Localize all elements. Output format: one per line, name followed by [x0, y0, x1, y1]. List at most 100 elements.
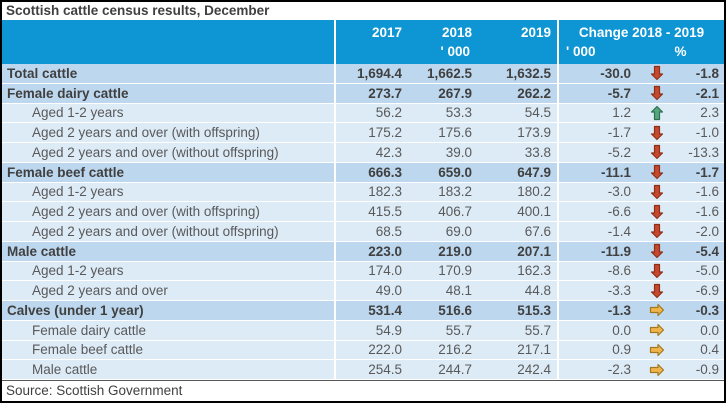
- value-2018: 516.6: [438, 302, 472, 318]
- change-percent: -2.0: [695, 223, 719, 239]
- right-arrow-icon: [637, 322, 677, 338]
- change-percent: -2.1: [695, 85, 719, 101]
- row-label: Male cattle: [2, 241, 336, 261]
- value-2017: 56.2: [375, 105, 402, 121]
- header-col-2019: 2019: [478, 20, 557, 64]
- header-change-title: Change 2018 - 2019: [578, 25, 705, 40]
- header-change-unit: ' 000: [566, 44, 596, 59]
- value-2017: 1,694.4: [356, 65, 402, 81]
- change-percent: 0.0: [700, 322, 719, 338]
- value-2017: 273.7: [368, 85, 402, 101]
- value-2017: 54.9: [375, 322, 402, 338]
- value-2017: 42.3: [375, 144, 402, 160]
- down-arrow-icon: [637, 223, 677, 239]
- change-percent: -5.4: [695, 243, 719, 259]
- change-group: -3.3 -6.9: [557, 281, 724, 300]
- value-2017: 68.5: [375, 223, 402, 239]
- row-label: Female beef cattle: [2, 340, 336, 360]
- source-note: Source: Scottish Government: [2, 380, 724, 401]
- right-arrow-icon: [637, 302, 677, 318]
- change-thousands: 1.2: [612, 105, 631, 121]
- change-percent: -0.3: [695, 302, 719, 318]
- change-group: -11.1 -1.7: [557, 162, 724, 182]
- table-row: Aged 1-2 years 182.3 183.2 180.2 -3.0 -1.6: [2, 182, 724, 203]
- table-row: Aged 2 years and over (with offspring) 41…: [2, 202, 724, 222]
- header-change-group: Change 2018 - 2019 ' 000 %: [557, 20, 724, 64]
- down-arrow-icon: [637, 125, 677, 141]
- change-thousands: -11.9: [600, 243, 631, 259]
- change-group: -5.7 -2.1: [557, 83, 724, 103]
- header-col-2017: 2017: [336, 20, 408, 64]
- value-2018: 69.0: [445, 223, 472, 239]
- change-group: -1.4 -2.0: [557, 222, 724, 241]
- table-row: Aged 1-2 years 174.0 170.9 162.3 -8.6 -5.0: [2, 261, 724, 282]
- change-thousands: 0.9: [612, 342, 631, 358]
- row-label: Aged 1-2 years: [2, 261, 336, 281]
- down-arrow-icon: [637, 243, 677, 259]
- value-2018: 406.7: [438, 204, 472, 220]
- value-2019: 400.1: [517, 204, 551, 220]
- value-2018: 175.6: [438, 125, 472, 141]
- table-row: Female beef cattle 666.3 659.0 647.9 -11.1 -1…: [2, 162, 724, 183]
- change-percent: -1.0: [695, 125, 719, 141]
- value-2018: 267.9: [438, 85, 472, 101]
- row-label: Female dairy cattle: [2, 320, 336, 340]
- change-group: -30.0 -1.8: [557, 64, 724, 83]
- change-thousands: -2.3: [607, 362, 631, 378]
- value-2018: 183.2: [438, 184, 472, 200]
- table-row: Female dairy cattle 54.9 55.7 55.7 0.0 0.0: [2, 320, 724, 341]
- table-body: Total cattle 1,694.4 1,662.5 1,632.5 -30.0 -1…: [2, 64, 724, 380]
- change-group: 0.9 0.4: [557, 340, 724, 360]
- value-2018: 659.0: [438, 164, 472, 180]
- row-label: Aged 2 years and over (with offspring): [2, 202, 336, 221]
- row-label: Aged 1-2 years: [2, 182, 336, 202]
- change-percent: -5.0: [695, 263, 719, 279]
- table-row: Female beef cattle 222.0 216.2 217.1 0.9 0.4: [2, 340, 724, 361]
- value-2017: 415.5: [368, 204, 402, 220]
- change-group: 0.0 0.0: [557, 320, 724, 340]
- right-arrow-icon: [637, 342, 677, 358]
- header-2018-unit: ' 000: [440, 44, 471, 59]
- value-2017: 182.3: [368, 184, 402, 200]
- change-percent: -1.6: [695, 204, 719, 220]
- change-thousands: -3.3: [607, 283, 631, 299]
- value-2018: 48.1: [445, 283, 472, 299]
- down-arrow-icon: [637, 184, 677, 200]
- table-row: Female dairy cattle 273.7 267.9 262.2 -5.7 -2…: [2, 83, 724, 104]
- value-2018: 219.0: [438, 243, 472, 259]
- change-group: 1.2 2.3: [557, 103, 724, 123]
- header-change-pct: %: [674, 44, 687, 59]
- change-group: -11.9 -5.4: [557, 241, 724, 261]
- row-label: Aged 1-2 years: [2, 103, 336, 123]
- change-percent: -13.3: [688, 144, 719, 160]
- change-thousands: -5.2: [607, 144, 631, 160]
- value-2018: 244.7: [438, 362, 472, 378]
- down-arrow-icon: [637, 204, 677, 220]
- change-percent: -1.7: [695, 164, 719, 180]
- value-2017: 222.0: [368, 342, 402, 358]
- table-row: Aged 2 years and over (without offspring…: [2, 222, 724, 242]
- table-row: Aged 2 years and over (without offspring…: [2, 143, 724, 163]
- change-group: -5.2 -13.3: [557, 143, 724, 162]
- change-percent: -1.8: [695, 65, 719, 81]
- value-2019: 162.3: [517, 263, 551, 279]
- change-percent: -0.9: [695, 362, 719, 378]
- value-2019: 217.1: [517, 342, 551, 358]
- value-2019: 173.9: [517, 125, 551, 141]
- change-percent: -1.6: [695, 184, 719, 200]
- header-col-2018: 2018 ' 000: [408, 20, 478, 64]
- change-group: -1.7 -1.0: [557, 123, 724, 142]
- value-2017: 531.4: [368, 302, 402, 318]
- value-2019: 180.2: [517, 184, 551, 200]
- value-2019: 33.8: [524, 144, 551, 160]
- header-label-spacer: [2, 20, 336, 64]
- row-label: Aged 2 years and over (without offspring…: [2, 222, 336, 241]
- change-group: -3.0 -1.6: [557, 182, 724, 202]
- table-header: 2017 2018 ' 000 2019 Change 2018 - 2019 …: [2, 20, 724, 64]
- value-2019: 515.3: [517, 302, 551, 318]
- change-thousands: -1.3: [607, 302, 631, 318]
- table-row: Aged 2 years and over (with offspring) 17…: [2, 123, 724, 143]
- value-2019: 55.7: [524, 322, 551, 338]
- row-label: Total cattle: [2, 64, 336, 83]
- change-thousands: -1.4: [607, 223, 631, 239]
